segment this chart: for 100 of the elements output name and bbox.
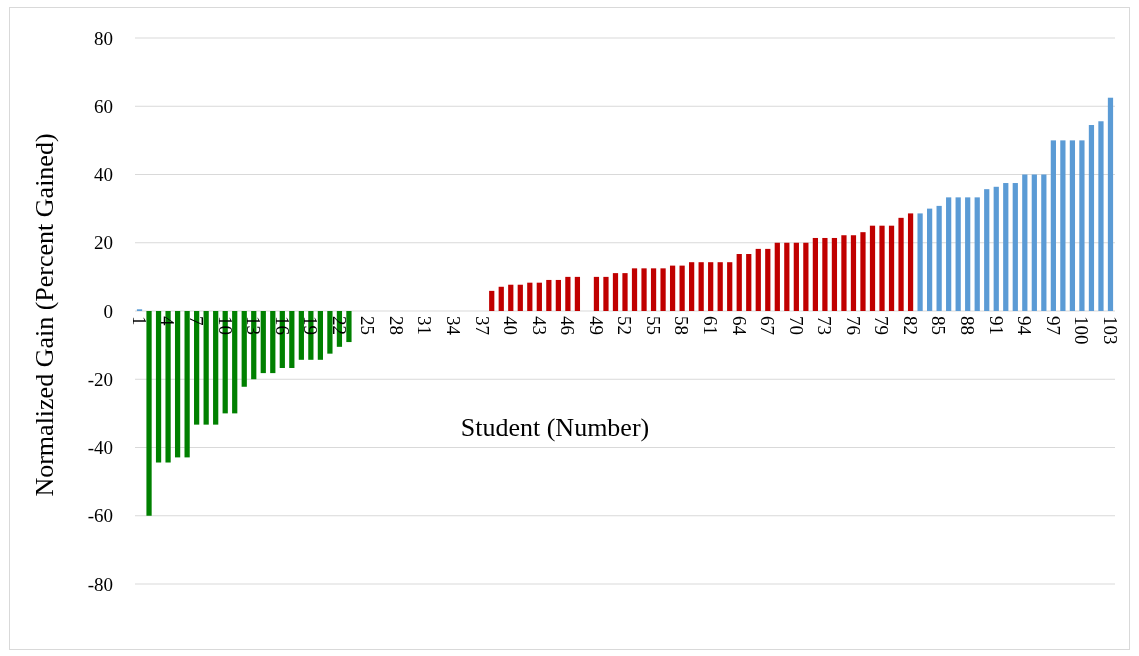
y-tick-label: -80 (87, 573, 113, 595)
x-tick-label: 31 (414, 316, 436, 335)
x-tick-label: 88 (957, 316, 979, 335)
bar (622, 273, 628, 311)
y-axis-title: Normalized Gain (Percent Gained) (30, 133, 59, 497)
bar (1003, 183, 1009, 311)
bar (708, 262, 714, 311)
x-tick-label: 94 (1014, 316, 1036, 336)
bar (1088, 125, 1095, 311)
bar (1069, 140, 1076, 311)
bar (184, 311, 190, 458)
x-tick-label: 85 (928, 316, 950, 335)
x-tick-label: 10 (214, 316, 236, 335)
bar (993, 186, 999, 311)
bar (631, 268, 638, 311)
bar (232, 311, 238, 414)
bar (1107, 97, 1114, 311)
bar (907, 213, 914, 311)
x-tick-label: 103 (1099, 316, 1121, 345)
bar (593, 276, 600, 311)
bar (888, 225, 895, 311)
bar (717, 262, 723, 311)
x-tick-label: 49 (585, 316, 607, 335)
bar (555, 279, 561, 311)
bar (965, 197, 971, 311)
bar (346, 311, 352, 343)
bar (984, 189, 990, 311)
x-tick-label: 34 (443, 316, 464, 336)
x-tick-label: 91 (985, 316, 1007, 335)
bar (831, 237, 838, 311)
bar (803, 242, 809, 311)
bar (603, 276, 609, 311)
x-tick-label: 28 (385, 316, 407, 335)
x-axis-title: Student (Number) (460, 413, 650, 442)
x-tick-label: 76 (842, 316, 864, 335)
bar (641, 268, 647, 311)
bar (850, 235, 857, 311)
bar (1041, 174, 1047, 311)
x-tick-label: 58 (671, 316, 693, 335)
bar (498, 286, 504, 311)
x-tick-label: 97 (1042, 316, 1064, 335)
bar (669, 265, 676, 311)
bar (1079, 140, 1085, 311)
bar (174, 311, 181, 458)
y-tick-label: 40 (94, 164, 113, 186)
bar (213, 311, 219, 425)
bar (517, 284, 523, 311)
x-tick-label: 100 (1071, 316, 1093, 345)
bar (155, 311, 162, 463)
bar (327, 311, 333, 354)
bar (660, 268, 666, 311)
x-tick-label: 64 (728, 316, 750, 336)
bar (898, 217, 904, 311)
bar (298, 311, 304, 360)
bar (574, 276, 581, 311)
bar (869, 225, 876, 311)
x-tick-label: 70 (785, 316, 807, 335)
x-tick-label: 16 (271, 316, 293, 335)
x-tick-label: 73 (814, 316, 836, 335)
bar (698, 262, 704, 311)
bar (203, 311, 209, 425)
bar (650, 268, 657, 311)
bar (679, 265, 685, 311)
x-tick-label: 25 (357, 316, 379, 335)
x-tick-label: 22 (328, 316, 350, 335)
x-tick-label: 79 (871, 316, 893, 335)
bar (774, 242, 780, 311)
x-tick-label: 52 (614, 316, 636, 335)
bar (784, 242, 790, 311)
bar (860, 232, 866, 311)
bar (270, 311, 276, 374)
bar (746, 254, 752, 311)
bar (1060, 140, 1066, 311)
bar (536, 282, 542, 311)
y-tick-label: 80 (94, 27, 113, 49)
y-tick-label: -60 (87, 505, 113, 527)
bar (241, 311, 247, 387)
x-tick-label: 40 (500, 316, 522, 335)
bar (489, 290, 495, 311)
y-tick-label: -20 (87, 368, 113, 390)
bar (260, 311, 266, 374)
bar (565, 276, 571, 311)
bar (793, 242, 799, 311)
bar (1098, 121, 1104, 311)
bar (1022, 174, 1028, 311)
x-tick-label: 1 (128, 316, 150, 326)
x-tick-label: 13 (243, 316, 265, 335)
bar (946, 197, 952, 311)
x-tick-label: 82 (899, 316, 921, 335)
x-tick-label: 7 (185, 316, 207, 326)
bar (317, 311, 323, 360)
bar (1031, 174, 1037, 311)
bar (146, 311, 152, 516)
x-tick-label: 55 (642, 316, 664, 335)
bar (879, 225, 885, 311)
y-tick-label: 0 (103, 300, 113, 322)
bar (612, 273, 619, 311)
bar (755, 248, 761, 311)
bar (1050, 140, 1056, 311)
x-tick-label: 37 (471, 316, 493, 335)
